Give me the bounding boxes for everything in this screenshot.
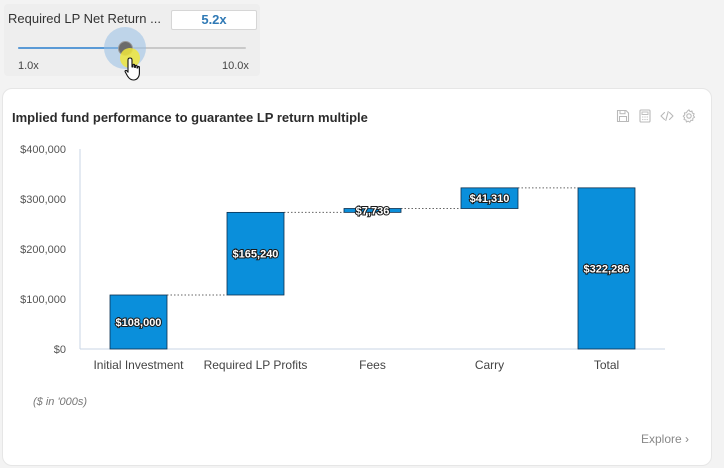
bar-required-lp-profits[interactable] [226, 211, 285, 296]
calculator-icon[interactable] [637, 108, 653, 124]
explore-label: Explore [640, 432, 682, 446]
units-footnote: ($ in '000s) [33, 396, 88, 408]
save-icon[interactable] [615, 108, 631, 124]
bar-fees[interactable] [343, 208, 402, 213]
y-tick-label: $100,000 [20, 294, 66, 306]
y-tick-label: $300,000 [20, 194, 66, 206]
slider-min-label: 1.0x [18, 60, 39, 72]
y-tick-label: $0 [54, 344, 66, 356]
hand-cursor-icon [124, 57, 140, 81]
chevron-right-icon: › [685, 432, 689, 446]
data-label: $322,286 [584, 263, 630, 275]
chart-title: Implied fund performance to guarantee LP… [12, 110, 368, 125]
bars [109, 187, 636, 350]
gear-icon[interactable] [681, 108, 697, 124]
code-icon[interactable] [659, 108, 675, 124]
x-tick-label: Total [594, 358, 619, 372]
x-tick-label: Carry [475, 358, 504, 372]
data-labels: $108,000 $165,240 $7,736 $41,310 $322,286 [115, 192, 631, 330]
bar-total[interactable] [577, 187, 636, 350]
slider-value-input[interactable]: 5.2x [171, 10, 257, 30]
data-label: $108,000 [116, 317, 162, 329]
bar-initial-investment[interactable] [109, 294, 168, 350]
y-tick-label: $400,000 [20, 144, 66, 156]
connector-lines [167, 187, 578, 296]
y-axis: $0 $100,000 $200,000 $300,000 $400,000 [20, 144, 81, 356]
slider-title: Required LP Net Return ... [8, 11, 161, 26]
waterfall-chart: $0 $100,000 $200,000 $300,000 $400,000 Initi… [20, 144, 665, 372]
chart-toolbar [615, 108, 697, 124]
x-tick-label: Initial Investment [93, 358, 184, 372]
x-tick-label: Fees [359, 358, 386, 372]
x-axis: Initial Investment Required LP Profits Fee… [80, 348, 665, 372]
data-label: $7,736 [356, 205, 390, 217]
data-label: $165,240 [233, 249, 279, 261]
bar-carry[interactable] [460, 187, 519, 209]
data-label: $41,310 [470, 193, 510, 205]
slider-fill [18, 47, 124, 49]
explore-link[interactable]: Explore › [641, 432, 689, 446]
fund-performance-chart-card: Implied fund performance to guarantee LP… [2, 88, 712, 466]
y-tick-label: $200,000 [20, 244, 66, 256]
return-multiple-control: Required LP Net Return ... 5.2x 1.0x 10.… [4, 4, 260, 81]
slider-max-label: 10.0x [222, 60, 249, 72]
x-tick-label: Required LP Profits [204, 358, 308, 372]
